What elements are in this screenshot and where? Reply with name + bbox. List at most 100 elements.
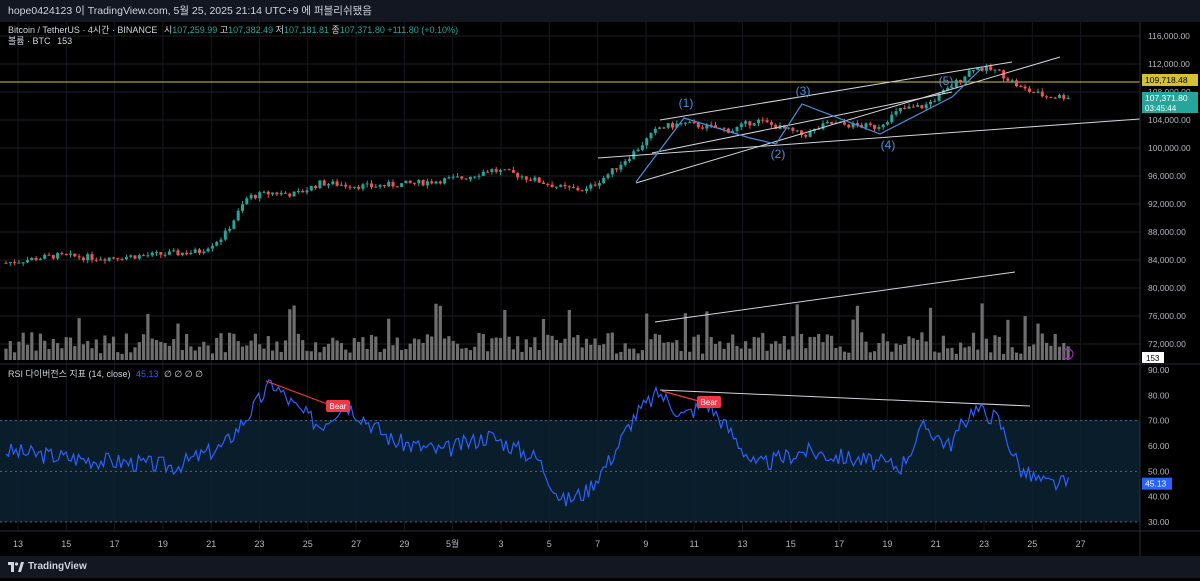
volume-bar xyxy=(791,336,795,360)
symbol-legend[interactable]: Bitcoin / TetherUS · 4시간 · BINANCE 시107,… xyxy=(8,23,458,36)
volume-bar xyxy=(430,336,434,360)
candle-body xyxy=(959,79,963,82)
volume-bar xyxy=(683,313,687,360)
candle-body xyxy=(563,184,567,187)
volume-bar xyxy=(438,305,442,360)
rsi-legend[interactable]: RSI 다이버전스 지표 (14, close) 45.13 ∅ ∅ ∅ ∅ xyxy=(8,367,203,380)
candle-body xyxy=(748,121,752,126)
volume-bar xyxy=(417,339,421,360)
candle-body xyxy=(387,182,391,187)
candle-body xyxy=(30,257,34,261)
candle-body xyxy=(253,194,257,199)
volume-legend[interactable]: 볼륨 · BTC 153 xyxy=(8,34,72,47)
candle-body xyxy=(430,181,434,184)
time-tick-label: 15 xyxy=(61,539,71,549)
candle-body xyxy=(580,190,584,192)
volume-bar xyxy=(494,337,498,360)
candle-body xyxy=(378,185,382,187)
candle-body xyxy=(735,127,739,131)
volume-bar xyxy=(4,348,8,360)
candle-body xyxy=(193,249,197,253)
candle-body xyxy=(817,128,821,130)
volume-bar xyxy=(533,337,537,360)
volume-bar xyxy=(348,352,352,360)
volume-bar xyxy=(43,340,47,360)
candle-body xyxy=(137,255,141,259)
candle-body xyxy=(8,262,12,264)
candle-body xyxy=(1049,96,1053,98)
volume-bar xyxy=(937,352,941,360)
candle-body xyxy=(486,171,490,173)
candle-body xyxy=(232,220,236,229)
candle-body xyxy=(374,186,378,188)
candle-body xyxy=(709,124,713,126)
candle-body xyxy=(602,177,606,184)
volume-bar xyxy=(761,332,765,360)
time-tick-label: 23 xyxy=(979,539,989,549)
rsi-tick-label: 50.00 xyxy=(1148,466,1170,476)
volume-bar xyxy=(636,353,640,360)
volume-bar xyxy=(464,347,468,360)
volume-bar xyxy=(795,304,799,360)
candle-body xyxy=(967,70,971,77)
volume-bar xyxy=(885,341,890,360)
volume-bar xyxy=(47,349,51,360)
volume-bar xyxy=(1023,316,1027,360)
volume-bar xyxy=(382,348,386,360)
volume-bar xyxy=(21,332,25,360)
candle-body xyxy=(451,176,455,178)
symbol-name[interactable]: Bitcoin / TetherUS · 4시간 · BINANCE xyxy=(8,25,158,35)
publish-info-text: hope0424123 이 TradingView.com, 5월 25, 20… xyxy=(8,5,372,17)
volume-bar xyxy=(830,335,834,360)
candle-body xyxy=(640,145,644,150)
volume-bar xyxy=(808,336,812,360)
price-tick-label: 100,000.00 xyxy=(1148,143,1191,153)
chart-svg[interactable]: (1) (2) (3) (4) (5) Bear Bear 116,000.00 112,0… xyxy=(0,22,1200,556)
low-label: 저 xyxy=(275,25,284,35)
candle-body xyxy=(645,138,649,146)
volume-bar xyxy=(154,340,159,360)
volume-bar xyxy=(193,350,197,360)
hline-badge-label: 109,718.48 xyxy=(1145,75,1188,85)
rsi-value: 45.13 xyxy=(136,369,159,379)
candle-body xyxy=(1036,91,1040,93)
volume-bar xyxy=(713,343,718,360)
volume-bar xyxy=(296,333,300,360)
chart-area[interactable]: (1) (2) (3) (4) (5) Bear Bear 116,000.00 112,0… xyxy=(0,22,1200,556)
time-tick-label: 27 xyxy=(1076,539,1086,549)
volume-bar xyxy=(787,349,791,360)
candle-body xyxy=(619,164,623,170)
candle-body xyxy=(1006,78,1010,81)
tradingview-logo[interactable]: TradingView xyxy=(8,556,87,578)
volume-bar xyxy=(357,341,361,360)
volume-bar xyxy=(473,346,477,360)
volume-bar xyxy=(395,337,399,360)
candle-body xyxy=(675,123,679,128)
time-tick-label: 25 xyxy=(1027,539,1037,549)
tradingview-icon xyxy=(8,562,24,572)
volume-bar xyxy=(344,349,348,360)
candle-body xyxy=(73,253,77,257)
volume-bar xyxy=(142,334,146,360)
volume-bar xyxy=(292,305,296,360)
volume-bar xyxy=(817,334,821,360)
volume-bar xyxy=(1010,347,1014,360)
candle-body xyxy=(524,176,528,180)
volume-bar xyxy=(916,339,920,360)
candle-body xyxy=(1066,98,1070,100)
candle-body xyxy=(275,192,279,195)
candle-body xyxy=(176,250,180,256)
candle-body xyxy=(120,259,124,261)
volume-bar xyxy=(971,332,976,360)
candle-body xyxy=(443,178,447,184)
trend-drawings[interactable] xyxy=(597,56,1141,407)
candle-body xyxy=(456,176,459,178)
volume-bar xyxy=(202,341,206,360)
volume-bar xyxy=(821,342,825,360)
candle-body xyxy=(318,180,322,188)
candle-body xyxy=(864,123,868,128)
candle-body xyxy=(129,255,133,257)
time-tick-label: 3 xyxy=(498,539,503,549)
volume-badge-label: 153 xyxy=(1146,354,1160,363)
